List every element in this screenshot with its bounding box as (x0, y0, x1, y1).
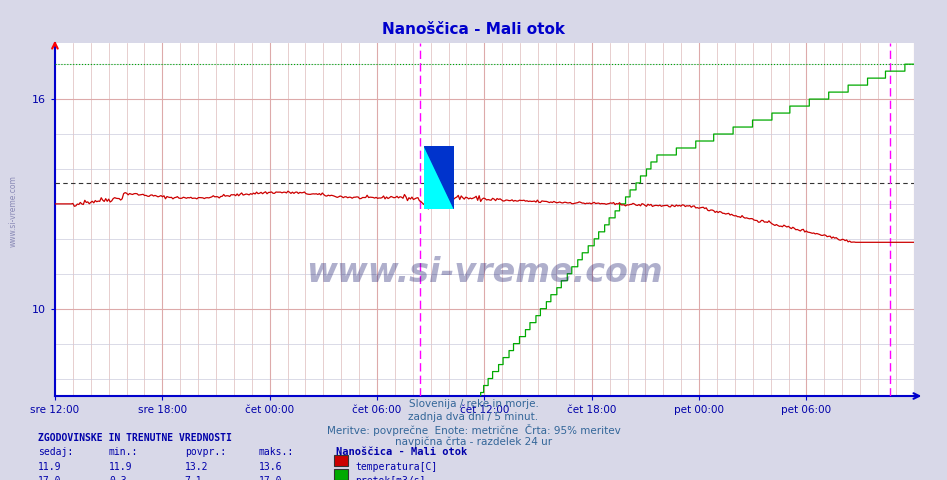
Text: sedaj:: sedaj: (38, 447, 73, 457)
Text: temperatura[C]: temperatura[C] (355, 462, 438, 472)
Text: 11.9: 11.9 (38, 462, 62, 472)
Text: navpična črta - razdelek 24 ur: navpična črta - razdelek 24 ur (395, 437, 552, 447)
Polygon shape (424, 145, 455, 209)
Text: Slovenija / reke in morje.: Slovenija / reke in morje. (408, 399, 539, 409)
Text: 17.0: 17.0 (38, 476, 62, 480)
Text: maks.:: maks.: (259, 447, 294, 457)
Polygon shape (424, 145, 455, 209)
Text: 13.6: 13.6 (259, 462, 282, 472)
Text: min.:: min.: (109, 447, 138, 457)
Text: www.si-vreme.com: www.si-vreme.com (9, 175, 18, 247)
Text: 17.0: 17.0 (259, 476, 282, 480)
Text: Meritve: povprečne  Enote: metrične  Črta: 95% meritev: Meritve: povprečne Enote: metrične Črta:… (327, 424, 620, 436)
Text: Nanoščica - Mali otok: Nanoščica - Mali otok (336, 447, 468, 457)
Text: povpr.:: povpr.: (185, 447, 225, 457)
Text: Nanoščica - Mali otok: Nanoščica - Mali otok (382, 22, 565, 36)
Text: 11.9: 11.9 (109, 462, 133, 472)
Text: zadnja dva dni / 5 minut.: zadnja dva dni / 5 minut. (408, 412, 539, 422)
Text: ZGODOVINSKE IN TRENUTNE VREDNOSTI: ZGODOVINSKE IN TRENUTNE VREDNOSTI (38, 433, 232, 443)
Text: www.si-vreme.com: www.si-vreme.com (306, 256, 663, 289)
Text: 0.3: 0.3 (109, 476, 127, 480)
Text: 7.1: 7.1 (185, 476, 203, 480)
Text: 13.2: 13.2 (185, 462, 208, 472)
Text: pretok[m3/s]: pretok[m3/s] (355, 476, 425, 480)
